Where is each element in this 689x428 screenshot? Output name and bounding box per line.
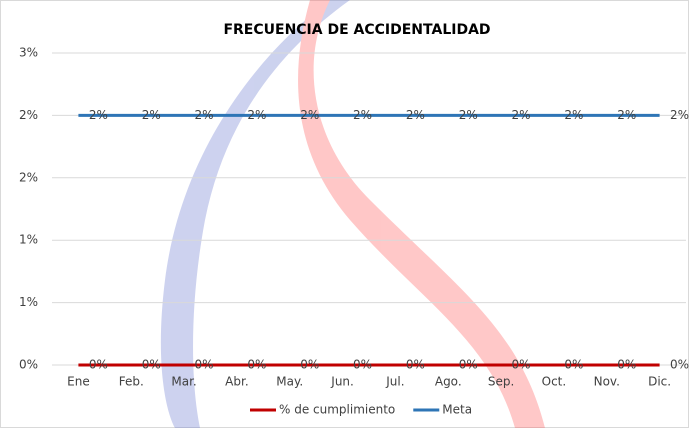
data-label: 2% [670,108,689,122]
x-tick-label: Abr. [225,375,248,389]
x-tick-label: Jul. [385,375,404,389]
y-tick-label: 2% [19,170,38,184]
data-label: 0% [512,358,531,372]
data-label: 2% [353,108,372,122]
data-label: 2% [512,108,531,122]
x-tick-label: May. [276,375,303,389]
x-tick-label: Sep. [488,375,514,389]
x-tick-label: Nov. [594,375,620,389]
y-tick-label: 3% [19,46,38,60]
x-tick-label: Dic. [648,375,671,389]
data-label: 2% [617,108,636,122]
data-label: 2% [300,108,319,122]
data-label: 0% [195,358,214,372]
data-label: 0% [564,358,583,372]
data-label: 0% [670,358,689,372]
y-tick-label: 2% [19,108,38,122]
legend-label: Meta [442,403,472,417]
x-tick-label: Feb. [119,375,144,389]
data-label: 0% [406,358,425,372]
data-label: 2% [564,108,583,122]
data-label: 0% [89,358,108,372]
x-tick-label: Oct. [542,375,567,389]
data-label: 2% [142,108,161,122]
data-label: 2% [89,108,108,122]
data-label: 0% [353,358,372,372]
x-tick-label: Ene [67,375,90,389]
data-label: 2% [406,108,425,122]
data-label: 0% [617,358,636,372]
x-tick-label: Mar. [171,375,196,389]
data-label: 2% [195,108,214,122]
data-label: 0% [300,358,319,372]
y-tick-label: 0% [19,358,38,372]
data-label: 2% [247,108,266,122]
x-tick-label: Jun. [330,375,354,389]
legend-label: % de cumplimiento [279,403,395,417]
y-tick-label: 1% [19,295,38,309]
chart: FRECUENCIA DE ACCIDENTALIDAD 0% 1% 1% 2% 2% 3… [0,0,689,428]
x-tick-label: Ago. [435,375,462,389]
data-label: 0% [459,358,478,372]
data-label: 0% [142,358,161,372]
data-label: 0% [247,358,266,372]
data-label: 2% [459,108,478,122]
chart-title: FRECUENCIA DE ACCIDENTALIDAD [223,22,490,38]
y-tick-label: 1% [19,233,38,247]
